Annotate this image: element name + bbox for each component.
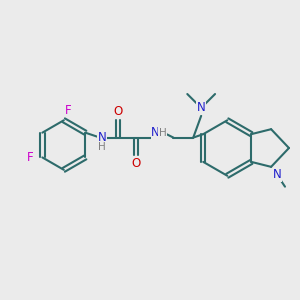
Text: F: F	[27, 151, 34, 164]
Text: F: F	[64, 104, 71, 117]
Text: H: H	[98, 142, 106, 152]
Text: N: N	[273, 168, 281, 181]
Text: N: N	[98, 131, 106, 144]
Text: N: N	[197, 101, 206, 114]
Text: O: O	[113, 105, 123, 119]
Text: H: H	[159, 128, 167, 138]
Text: O: O	[131, 157, 140, 170]
Text: N: N	[151, 126, 160, 139]
